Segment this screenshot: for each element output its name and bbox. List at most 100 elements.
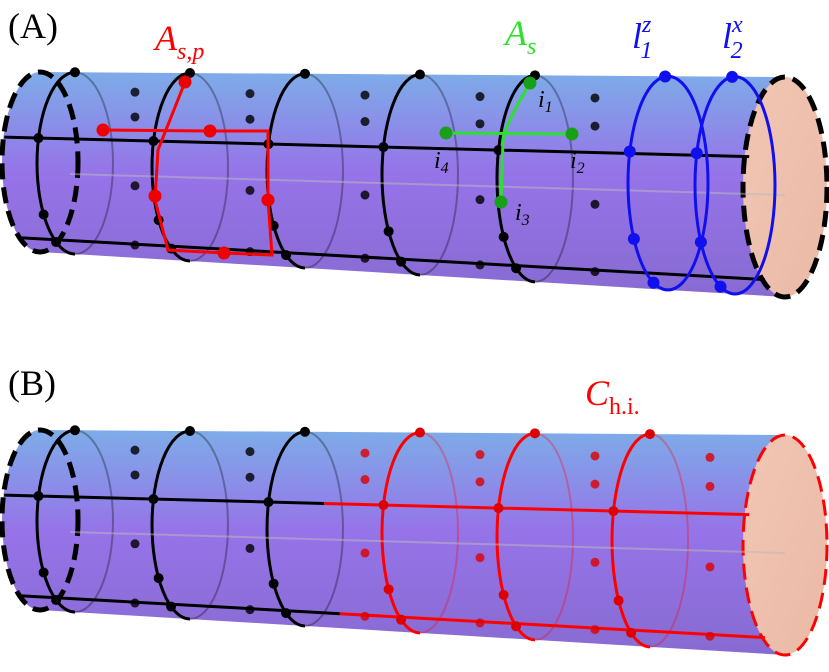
panel-label: (A) [8, 6, 58, 46]
ring-back [649, 433, 689, 648]
annotation: lz 1 [632, 12, 652, 64]
ring-back [419, 431, 460, 634]
annotation-main: A [503, 13, 528, 53]
vertex-dot [498, 231, 509, 242]
vertex-dot [383, 584, 394, 595]
vertex-dot [33, 133, 44, 144]
vertex-dot [184, 68, 195, 79]
vertex-dot [69, 67, 80, 78]
vertex-sub: 4 [441, 160, 449, 177]
link-line [19, 236, 765, 282]
vertex-dot [590, 451, 600, 461]
loop-dot [690, 147, 703, 160]
vertex-dot [38, 209, 49, 220]
vertex-sub: 3 [521, 212, 530, 229]
ring-back [189, 430, 229, 621]
cylinder-left-cap [0, 427, 81, 613]
annotation-sup: z [641, 12, 652, 38]
ring-back [419, 73, 460, 276]
plaquette-dot [217, 246, 231, 260]
vertex-dot [378, 500, 389, 511]
vertex-dot [360, 475, 370, 485]
star-operator [445, 82, 573, 203]
vertex-dot [475, 260, 485, 270]
plaquette-dot [203, 124, 217, 138]
vertex-dot [299, 426, 310, 437]
plaquette-dot [178, 75, 192, 89]
vertex-dot [475, 553, 485, 563]
loop-dot [659, 70, 672, 83]
vertex-dot [378, 142, 389, 153]
link-line-back [69, 173, 786, 196]
vertex-main: i [538, 87, 545, 113]
ring-back [534, 432, 574, 641]
vertex-dot [130, 112, 140, 122]
annotation-main: C [585, 373, 610, 413]
vertex-dot [475, 450, 485, 460]
vertex-dot [590, 121, 600, 131]
annotation-main: l [632, 16, 642, 56]
vertex-dot [166, 601, 177, 612]
loop-dot [623, 145, 636, 158]
vertex-dot [130, 181, 140, 191]
star-dot [565, 127, 579, 141]
annotation-sub: h.i. [609, 394, 640, 420]
vertex-dot [33, 491, 44, 502]
annotation-main: l [722, 16, 732, 56]
vertex-sub: 1 [545, 99, 553, 116]
vertex-dot [414, 69, 425, 80]
vertex-dot [281, 250, 292, 261]
vertex-dot [360, 190, 370, 200]
vertex-dot [51, 595, 62, 606]
vertex-dot [360, 548, 370, 558]
plaquette [102, 81, 274, 257]
annotation: As,p [153, 18, 204, 65]
vertex-dot [705, 562, 715, 572]
vertex-sub: 2 [577, 160, 585, 177]
vertex-main: i [515, 200, 522, 226]
annotation-main: A [153, 18, 178, 58]
vertex-dot [613, 595, 624, 606]
ring-back [304, 72, 344, 270]
vertex-dot [69, 425, 80, 436]
vertex-label: i1 [538, 87, 553, 116]
star-dot [494, 195, 508, 209]
vertex-dot [245, 447, 255, 457]
vertex-dot [245, 605, 255, 615]
vertex-dot [644, 429, 655, 440]
vertex-dot [626, 627, 637, 638]
annotation: As [503, 13, 536, 60]
vertex-dot [705, 452, 715, 462]
vertex-dot [130, 87, 140, 97]
ring-back [534, 74, 574, 283]
annotation: Ch.i. [585, 373, 640, 420]
vertex-dot [414, 427, 425, 438]
loop-dot [694, 236, 707, 249]
drawing [0, 67, 829, 657]
vertex-dot [268, 578, 279, 589]
vertex-dot [245, 472, 255, 482]
vertex-label: i3 [515, 200, 530, 229]
vertex-dot [493, 503, 504, 514]
vertex-dot [148, 494, 159, 505]
vertex-dot [475, 119, 485, 129]
link-line [324, 501, 750, 517]
loop-dot [627, 232, 640, 245]
vertex-dot [475, 477, 485, 487]
annotation-sub: s [527, 34, 536, 60]
vertex-label: i2 [570, 148, 585, 177]
vertex-dot [475, 618, 485, 628]
vertex-dot [493, 145, 504, 156]
vertex-dot [38, 567, 49, 578]
vertex-dot [130, 598, 140, 608]
ring-back [74, 429, 114, 614]
vertex-dot [130, 470, 140, 480]
vertex-dot [130, 445, 140, 455]
annotation-sub: s,p [177, 39, 204, 65]
vertex-dot [51, 237, 62, 248]
vertex-dot [529, 428, 540, 439]
ring-back [304, 430, 344, 628]
cylinder-left-cap [0, 69, 81, 255]
vertex-dot [590, 267, 600, 277]
vertex-dot [299, 68, 310, 79]
